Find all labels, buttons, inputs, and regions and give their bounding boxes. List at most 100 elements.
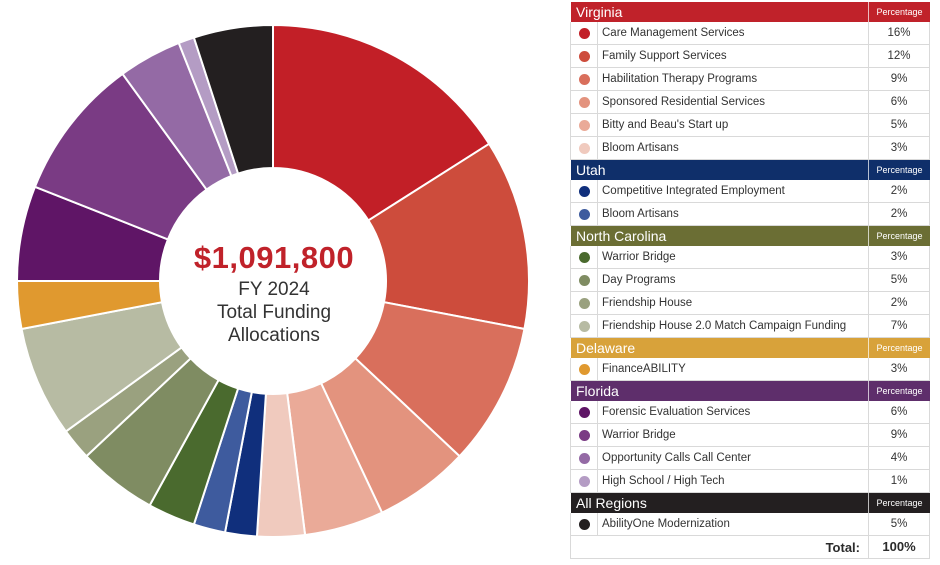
- table-row: Family Support Services 12%: [570, 45, 930, 68]
- region-name: Delaware: [576, 340, 636, 356]
- item-label: Bloom Artisans: [602, 142, 679, 154]
- item-label: Bloom Artisans: [602, 208, 679, 220]
- region-header-utah: Utah Percentage: [570, 160, 930, 180]
- region-name: Utah: [576, 162, 606, 178]
- legend-dot-icon: [578, 208, 590, 220]
- item-label: Warrior Bridge: [602, 429, 676, 441]
- donut-chart-svg: [15, 23, 530, 538]
- item-label: Forensic Evaluation Services: [602, 406, 751, 418]
- legend-swatch-cell: [571, 114, 598, 136]
- table-row: Bloom Artisans 3%: [570, 137, 930, 160]
- legend-dot-icon: [578, 297, 590, 309]
- legend-swatch-cell: [571, 68, 598, 90]
- item-percentage: 3%: [868, 246, 929, 268]
- table-row: Friendship House 2.0 Match Campaign Fund…: [570, 315, 930, 338]
- donut-chart: $1,091,800 FY 2024 Total Funding Allocat…: [15, 23, 530, 538]
- legend-dot-icon: [578, 320, 590, 332]
- item-label: High School / High Tech: [602, 475, 725, 487]
- legend-dot-icon: [578, 73, 590, 85]
- legend-swatch-cell: [571, 269, 598, 291]
- legend-dot-icon: [578, 475, 590, 487]
- legend-swatch-cell: [571, 292, 598, 314]
- item-percentage: 2%: [868, 203, 929, 225]
- item-percentage: 3%: [868, 358, 929, 380]
- legend-swatch-cell: [571, 513, 598, 535]
- percentage-column-header: Percentage: [868, 493, 930, 513]
- total-label: Total:: [825, 539, 860, 555]
- table-row: Competitive Integrated Employment 2%: [570, 180, 930, 203]
- legend-swatch-cell: [571, 358, 598, 380]
- table-row: Habilitation Therapy Programs 9%: [570, 68, 930, 91]
- item-label: AbilityOne Modernization: [602, 518, 730, 530]
- item-percentage: 5%: [868, 114, 929, 136]
- legend-dot-icon: [578, 50, 590, 62]
- legend-swatch-cell: [571, 315, 598, 337]
- item-label: Friendship House: [602, 297, 693, 309]
- item-percentage: 4%: [868, 447, 929, 469]
- item-label: FinanceABILITY: [602, 363, 686, 375]
- legend-dot-icon: [578, 251, 590, 263]
- legend-swatch-cell: [571, 91, 598, 113]
- item-label: Opportunity Calls Call Center: [602, 452, 751, 464]
- total-row: Total: 100%: [570, 536, 930, 559]
- percentage-column-header: Percentage: [868, 2, 930, 22]
- legend-swatch-cell: [571, 447, 598, 469]
- item-label: Day Programs: [602, 274, 676, 286]
- region-name: Florida: [576, 383, 619, 399]
- legend-swatch-cell: [571, 246, 598, 268]
- percentage-column-header: Percentage: [868, 160, 930, 180]
- percentage-column-header: Percentage: [868, 226, 930, 246]
- item-percentage: 5%: [868, 513, 929, 535]
- item-percentage: 3%: [868, 137, 929, 159]
- item-percentage: 6%: [868, 401, 929, 423]
- item-label: Friendship House 2.0 Match Campaign Fund…: [602, 320, 847, 332]
- legend-swatch-cell: [571, 401, 598, 423]
- legend-swatch-cell: [571, 424, 598, 446]
- item-label: Habilitation Therapy Programs: [602, 73, 758, 85]
- legend-dot-icon: [578, 96, 590, 108]
- table-row: Day Programs 5%: [570, 269, 930, 292]
- item-percentage: 6%: [868, 91, 929, 113]
- item-label: Care Management Services: [602, 27, 745, 39]
- table-row: Warrior Bridge 9%: [570, 424, 930, 447]
- region-name: Virginia: [576, 4, 623, 20]
- item-percentage: 9%: [868, 68, 929, 90]
- item-percentage: 9%: [868, 424, 929, 446]
- legend-dot-icon: [578, 185, 590, 197]
- legend-dot-icon: [578, 518, 590, 530]
- region-header-all-regions: All Regions Percentage: [570, 493, 930, 513]
- table-row: Care Management Services 16%: [570, 22, 930, 45]
- table-row: Opportunity Calls Call Center 4%: [570, 447, 930, 470]
- slice-care-management-services-0: [272, 23, 491, 222]
- item-percentage: 2%: [868, 292, 929, 314]
- table-row: Forensic Evaluation Services 6%: [570, 401, 930, 424]
- table-row: Bitty and Beau's Start up 5%: [570, 114, 930, 137]
- slice-abilityone-modernization-5: [192, 23, 274, 175]
- fiscal-year-label: FY 2024: [238, 279, 310, 300]
- region-name: North Carolina: [576, 228, 667, 244]
- item-percentage: 2%: [868, 180, 929, 202]
- slice-family-support-services-0: [367, 142, 530, 331]
- region-header-florida: Florida Percentage: [570, 381, 930, 401]
- legend-swatch-cell: [571, 45, 598, 67]
- legend-dot-icon: [578, 429, 590, 441]
- item-label: Competitive Integrated Employment: [602, 185, 785, 197]
- center-caption-line-1: Total Funding: [216, 302, 332, 323]
- table-row: High School / High Tech 1%: [570, 470, 930, 493]
- table-row: AbilityOne Modernization 5%: [570, 513, 930, 536]
- item-percentage: 16%: [868, 22, 929, 44]
- total-amount: $1,091,800: [193, 240, 355, 275]
- legend-dot-icon: [578, 142, 590, 154]
- item-percentage: 5%: [868, 269, 929, 291]
- allocation-table: Virginia Percentage Care Management Servic…: [570, 2, 930, 559]
- table-row: FinanceABILITY 3%: [570, 358, 930, 381]
- legend-swatch-cell: [571, 180, 598, 202]
- legend-swatch-cell: [571, 203, 598, 225]
- table-row: Friendship House 2%: [570, 292, 930, 315]
- legend-dot-icon: [578, 27, 590, 39]
- center-caption-line-2: Allocations: [228, 325, 320, 346]
- region-header-delaware: Delaware Percentage: [570, 338, 930, 358]
- percentage-column-header: Percentage: [868, 338, 930, 358]
- item-label: Sponsored Residential Services: [602, 96, 766, 108]
- legend-swatch-cell: [571, 22, 598, 44]
